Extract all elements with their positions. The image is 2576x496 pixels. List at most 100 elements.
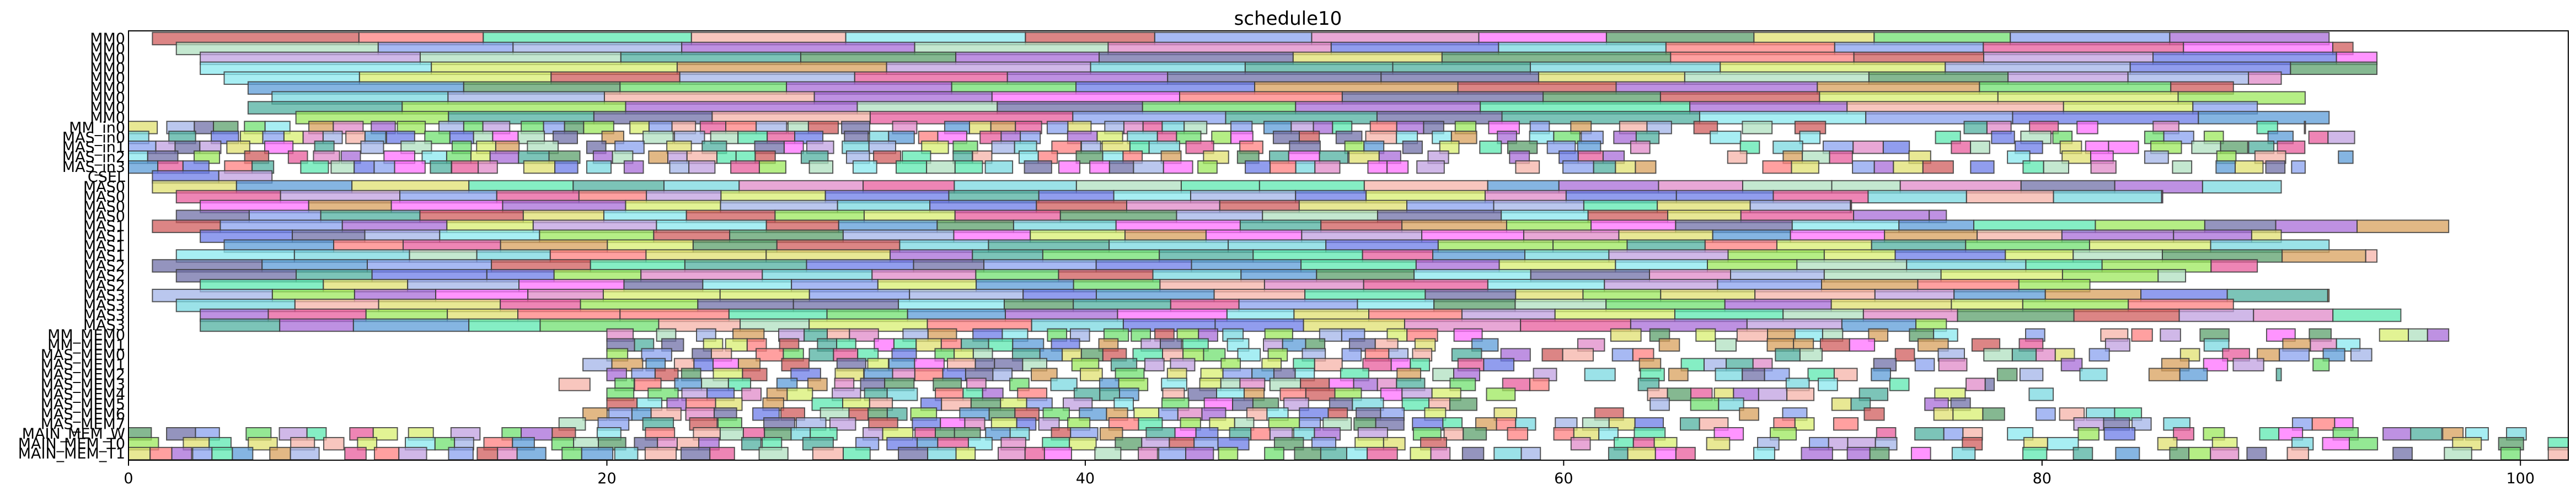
gantt-bar (583, 121, 614, 134)
gantt-bars (128, 31, 2569, 461)
gantt-bar (1769, 427, 1797, 441)
gantt-bar (1983, 348, 2013, 362)
gantt-bar (2079, 368, 2108, 381)
gantt-bar (812, 446, 844, 461)
gantt-bar (955, 446, 976, 461)
gantt-bar (807, 378, 828, 391)
gantt-bar (669, 160, 690, 174)
gantt-bar (1934, 387, 1966, 401)
gantt-bar (552, 131, 578, 144)
gantt-bar (2053, 190, 2162, 204)
gantt-bar (642, 131, 674, 144)
gantt-bar (1957, 308, 2075, 322)
gantt-bar (886, 387, 918, 401)
gantt-bar (516, 446, 547, 461)
gantt-bar (2148, 368, 2181, 381)
gantt-bar (1529, 378, 1550, 391)
gantt-bar (248, 436, 278, 451)
y-tick-label: MAS_in2 (62, 149, 125, 166)
gantt-bar (2160, 328, 2181, 342)
gantt-bar (2265, 160, 2286, 174)
gantt-bar (2248, 71, 2282, 85)
gantt-bar (1873, 160, 1894, 174)
gantt-bar (741, 387, 762, 401)
gantt-bar (991, 141, 1015, 154)
gantt-bar (1715, 338, 1737, 352)
gantt-bar (612, 150, 634, 164)
gantt-bar (1245, 160, 1271, 174)
gantt-bar (586, 160, 612, 174)
gantt-bar (937, 131, 967, 144)
gantt-bar (226, 141, 250, 154)
gantt-bar (448, 446, 474, 461)
gantt-bar (654, 368, 679, 381)
gantt-bar (1453, 328, 1483, 342)
gantt-bar (1562, 160, 1594, 174)
gantt-bar (709, 446, 735, 461)
gantt-bar (373, 446, 400, 461)
gantt-bar (2350, 348, 2373, 362)
gantt-bar (2144, 150, 2169, 164)
gantt-bar (2322, 348, 2345, 362)
gantt-bar (300, 160, 329, 174)
gantt-bar (1819, 338, 1850, 352)
gantt-bar (2019, 368, 2044, 381)
gantt-bar (1852, 141, 1884, 154)
y-tick-label: MAS_MEM5 (41, 396, 125, 413)
gantt-bar (330, 160, 355, 174)
gantt-bar (2007, 150, 2031, 164)
gantt-bar (1914, 358, 1935, 371)
gantt-bar (2210, 446, 2240, 461)
gantt-bar (232, 446, 254, 461)
gantt-bar (2011, 348, 2037, 362)
y-tick-label: MAIN_MEM_T0 (18, 435, 125, 452)
gantt-bar (1598, 427, 1619, 441)
x-tick-label: 40 (1076, 470, 1095, 487)
gantt-bar (1715, 368, 1743, 381)
x-axis: 0 20 40 60 80 100 (124, 460, 2535, 487)
gantt-bar (1608, 446, 1629, 461)
gantt-bar (171, 446, 192, 461)
gantt-bar (1753, 446, 1775, 461)
gantt-bar (2279, 348, 2310, 362)
gantt-bar (2259, 427, 2280, 441)
chart-title: schedule10 (1234, 8, 1342, 30)
gantt-bar (1367, 160, 1388, 174)
y-tick-label: MM0 (90, 100, 125, 117)
y-tick-label: MAS1 (83, 238, 125, 255)
y-tick-label: MAS_MEM2 (41, 366, 125, 384)
gantt-bar (1449, 397, 1477, 411)
y-tick-label: MAS0 (83, 208, 125, 225)
gantt-bar (1635, 160, 1657, 174)
gantt-bar (2275, 368, 2282, 381)
y-tick-label: MAS0 (83, 198, 125, 215)
gantt-bar (1630, 318, 1748, 332)
gantt-bar (1833, 417, 1859, 431)
gantt-bar (1690, 397, 1720, 411)
gantt-bar (1541, 348, 1563, 362)
gantt-bar (1133, 160, 1164, 174)
gantt-bar (1938, 358, 1968, 371)
gantt-bar (1869, 446, 1890, 461)
gantt-bar (790, 368, 821, 381)
gantt-bar (1859, 387, 1889, 401)
gantt-bar (1791, 160, 1819, 174)
gantt-bar (1867, 190, 1967, 204)
y-tick-label: MM0 (90, 80, 125, 97)
gantt-bar (1264, 446, 1284, 461)
gantt-bar (2308, 131, 2329, 144)
gantt-bar (373, 160, 395, 174)
gantt-bar (1024, 446, 1045, 461)
gantt-bar (1185, 446, 1214, 461)
gantt-bar (2104, 338, 2130, 352)
gantt-bar (582, 407, 608, 421)
gantt-bar (360, 141, 384, 154)
gantt-bar (2312, 358, 2330, 371)
gantt-bar (1094, 446, 1122, 461)
gantt-bar (2090, 160, 2117, 174)
gantt-bar (1038, 417, 1060, 431)
y-tick-label: MM_MEM1 (47, 337, 125, 354)
x-tick-label: 0 (124, 470, 133, 487)
gantt-bar (1099, 427, 1123, 441)
gantt-bar (1430, 446, 1451, 461)
